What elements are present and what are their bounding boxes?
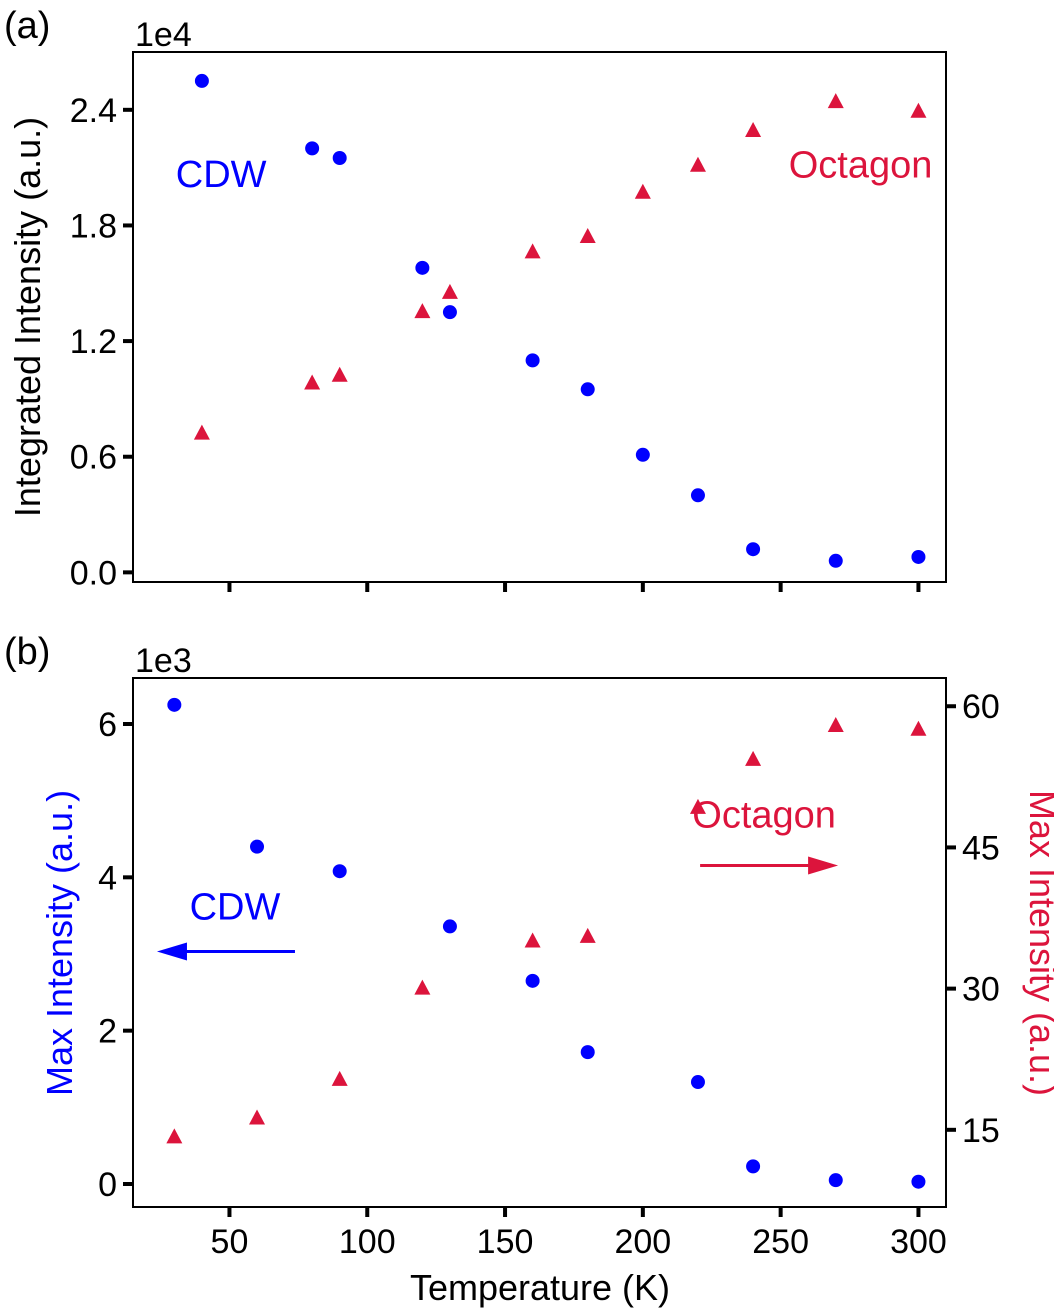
- octagon-arrow-head: [808, 856, 839, 875]
- cdw-point: [690, 1075, 705, 1090]
- plot-frame: [132, 51, 947, 583]
- cdw-point: [746, 542, 761, 557]
- cdw-point: [580, 382, 595, 397]
- octagon-point: [910, 102, 927, 118]
- y-tick-label: 1.8: [70, 207, 117, 245]
- x-axis-title: Temperature (K): [410, 1267, 670, 1308]
- octagon-annotation: Octagon: [789, 144, 933, 186]
- octagon-point: [910, 720, 927, 736]
- cdw-point: [332, 151, 347, 165]
- octagon-point: [579, 927, 596, 943]
- octagon-point: [524, 932, 541, 948]
- x-tick-label: 250: [752, 1223, 809, 1261]
- cdw-point: [911, 549, 926, 564]
- octagon-point: [689, 156, 706, 172]
- cdw-point: [746, 1159, 761, 1174]
- y-tick-label: 1.2: [70, 323, 117, 361]
- octagon-annotation: Octagon: [692, 795, 836, 837]
- cdw-point: [828, 1173, 843, 1188]
- panel-label: (b): [4, 631, 50, 673]
- cdw-point: [194, 73, 209, 88]
- octagon-point: [441, 283, 458, 299]
- cdw-point: [415, 260, 430, 275]
- y-tick-label: 0.6: [70, 439, 117, 477]
- y-right-tick-label: 15: [962, 1112, 1000, 1150]
- cdw-point: [525, 353, 540, 368]
- cdw-arrow-head: [156, 942, 187, 961]
- octagon-point: [827, 93, 844, 109]
- y-tick-label: 2: [98, 1013, 117, 1051]
- cdw-annotation: CDW: [176, 154, 267, 196]
- cdw-annotation: CDW: [190, 887, 281, 929]
- cdw-point: [442, 919, 457, 934]
- y-tick-label: 2.4: [70, 92, 117, 130]
- octagon-point: [414, 303, 431, 319]
- y-tick-label: 6: [98, 706, 117, 744]
- y-tick-label: 0: [98, 1166, 117, 1204]
- y-tick-label: 4: [98, 859, 117, 897]
- x-tick-label: 50: [211, 1223, 249, 1261]
- y-axis-title: Max Intensity (a.u.): [39, 790, 80, 1096]
- cdw-point: [911, 1174, 926, 1189]
- octagon-point: [579, 228, 596, 244]
- y-right-tick-label: 45: [962, 829, 1000, 867]
- x-tick-label: 300: [890, 1223, 947, 1261]
- x-tick-label: 150: [477, 1223, 534, 1261]
- plot-frame: [132, 677, 947, 1208]
- cdw-point: [580, 1045, 595, 1060]
- cdw-point: [525, 973, 540, 988]
- cdw-point: [250, 839, 265, 854]
- octagon-point: [249, 1109, 266, 1125]
- octagon-point: [193, 424, 210, 440]
- y-right-tick-label: 30: [962, 971, 1000, 1009]
- cdw-point: [828, 553, 843, 568]
- octagon-point: [304, 374, 321, 390]
- cdw-point: [167, 697, 182, 712]
- y-tick-label: 0.0: [70, 554, 117, 592]
- panel-b: 50 100 150 200 250 300 0 2 4 6 15 30 45 60 (b) 1e3 Max I…: [4, 631, 1054, 1308]
- octagon-point: [414, 979, 431, 995]
- octagon-point: [689, 798, 706, 814]
- y-right-axis-title: Max Intensity (a.u.): [1022, 790, 1054, 1096]
- octagon-point: [745, 750, 762, 766]
- octagon-point: [745, 122, 762, 138]
- octagon-point: [524, 243, 541, 259]
- panel-label: (a): [4, 5, 50, 47]
- cdw-point: [635, 447, 650, 462]
- octagon-point: [634, 183, 651, 199]
- cdw-point: [305, 141, 320, 156]
- y-axis-title: Integrated Intensity (a.u.): [7, 117, 48, 517]
- y-right-tick-label: 60: [962, 688, 1000, 726]
- y-scale-label: 1e4: [135, 16, 192, 54]
- octagon-point: [827, 717, 844, 733]
- x-tick-label: 200: [614, 1223, 671, 1261]
- cdw-point: [442, 305, 457, 320]
- octagon-point: [331, 366, 348, 382]
- cdw-point: [690, 488, 705, 503]
- x-tick-label: 100: [339, 1223, 396, 1261]
- octagon-point: [331, 1070, 348, 1086]
- panel-a: 0.0 0.6 1.2 1.8 2.4 (a) 1e4 Integrated Intensit…: [4, 5, 947, 592]
- cdw-point: [332, 864, 347, 879]
- y-scale-label: 1e3: [135, 642, 192, 680]
- octagon-point: [166, 1128, 183, 1144]
